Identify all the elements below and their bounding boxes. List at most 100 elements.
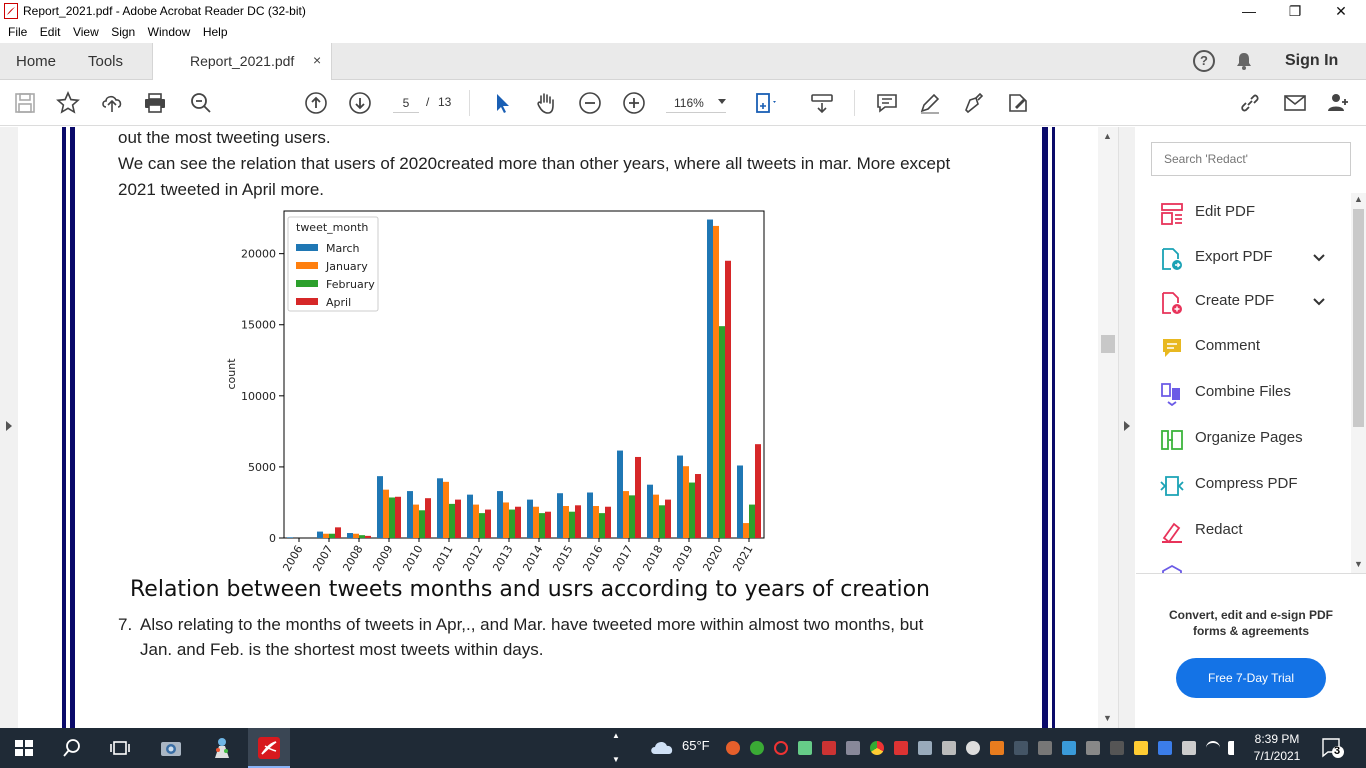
zoom-out-icon[interactable] <box>578 91 602 115</box>
chevron-down-icon[interactable] <box>1312 253 1326 263</box>
acrobat-taskbar-button[interactable] <box>248 728 290 768</box>
page-fit-icon[interactable] <box>754 91 778 115</box>
task-view-icon[interactable] <box>108 736 132 760</box>
bookmark-star-icon[interactable] <box>56 91 80 115</box>
windows-start-icon[interactable] <box>12 736 36 760</box>
notification-bell-icon[interactable] <box>1234 51 1254 71</box>
left-panel-toggle[interactable] <box>0 127 18 728</box>
menu-help[interactable]: Help <box>202 25 228 39</box>
free-trial-button[interactable]: Free 7-Day Trial <box>1176 658 1326 698</box>
volume-icon[interactable] <box>1228 741 1242 755</box>
share-upload-icon[interactable] <box>100 91 124 115</box>
zoom-dropdown[interactable]: 116% <box>666 93 726 113</box>
clock-date[interactable]: 7/1/2021 <box>1253 749 1301 763</box>
save-icon[interactable] <box>13 91 37 115</box>
close-window-button[interactable]: ✕ <box>1335 3 1347 19</box>
tray-app-icon[interactable] <box>1086 741 1100 755</box>
menu-sign[interactable]: Sign <box>111 25 136 39</box>
chart-bar <box>743 523 749 538</box>
scroll-up-icon[interactable]: ▲ <box>1354 194 1363 204</box>
previous-page-icon[interactable] <box>304 91 328 115</box>
tab-tools[interactable]: Tools <box>88 53 124 70</box>
tray-app-icon[interactable] <box>846 741 860 755</box>
fill-sign-icon[interactable] <box>1006 91 1030 115</box>
tool-comment[interactable]: Comment <box>1160 332 1350 362</box>
document-viewer[interactable]: out the most tweeting users. We can see … <box>0 127 1135 728</box>
menu-window[interactable]: Window <box>147 25 191 39</box>
tab-document[interactable]: Report_2021.pdf × <box>152 43 332 81</box>
battery-icon[interactable] <box>1182 741 1196 755</box>
link-icon[interactable] <box>1238 91 1262 115</box>
onedrive-cloud-icon[interactable] <box>966 741 980 755</box>
sign-in-button[interactable]: Sign In <box>1285 52 1339 69</box>
weather-cloud-icon[interactable] <box>650 739 674 755</box>
paint-app-icon[interactable] <box>210 736 234 760</box>
chrome-icon[interactable] <box>870 741 884 755</box>
next-page-icon[interactable] <box>348 91 372 115</box>
opera-icon[interactable] <box>774 741 788 755</box>
close-tab-button[interactable]: × <box>313 52 322 68</box>
tray-app-icon[interactable] <box>918 741 932 755</box>
tray-app-icon[interactable] <box>1038 741 1052 755</box>
tray-app-icon[interactable] <box>942 741 956 755</box>
chevron-down-icon[interactable] <box>1312 297 1326 307</box>
menu-view[interactable]: View <box>72 25 99 39</box>
zoom-search-icon[interactable] <box>189 91 213 115</box>
tray-scroll-down-icon[interactable]: ▼ <box>612 755 620 764</box>
camera-app-icon[interactable] <box>159 736 183 760</box>
tray-check-icon[interactable] <box>750 741 764 755</box>
tool-organize-pages[interactable]: Organize Pages <box>1160 424 1350 454</box>
tray-app-icon[interactable] <box>798 741 812 755</box>
comment-icon[interactable] <box>875 91 899 115</box>
chart-bar <box>617 450 623 538</box>
zoom-in-icon[interactable] <box>622 91 646 115</box>
clock-time[interactable]: 8:39 PM <box>1254 732 1300 746</box>
tool-compress-pdf[interactable]: Compress PDF <box>1160 470 1350 500</box>
tray-app-icon[interactable] <box>822 741 836 755</box>
tool-edit-pdf[interactable]: Edit PDF <box>1160 198 1350 228</box>
scroll-down-icon[interactable]: ▼ <box>1103 713 1112 723</box>
tray-app-icon[interactable] <box>1014 741 1028 755</box>
menu-file[interactable]: File <box>8 25 28 39</box>
scroll-down-icon[interactable]: ▼ <box>1354 559 1363 569</box>
scrollbar-thumb[interactable] <box>1353 209 1364 427</box>
tray-app-icon[interactable] <box>726 741 740 755</box>
scrollbar-thumb[interactable] <box>1101 335 1115 353</box>
search-icon[interactable] <box>60 736 84 760</box>
restore-button[interactable]: ❐ <box>1288 3 1302 19</box>
document-scrollbar[interactable]: ▲ ▼ <box>1098 127 1118 728</box>
hand-tool-icon[interactable] <box>534 91 558 115</box>
weather-temp[interactable]: 65°F <box>682 738 710 753</box>
select-cursor-icon[interactable] <box>490 91 514 115</box>
print-icon[interactable] <box>143 91 167 115</box>
tool-combine-files[interactable]: Combine Files <box>1160 378 1350 408</box>
highlight-pen-icon[interactable] <box>918 91 942 115</box>
tray-app-icon[interactable] <box>990 741 1004 755</box>
tools-pane-scrollbar[interactable]: ▲ ▼ <box>1351 193 1366 573</box>
tray-app-icon[interactable] <box>1062 741 1076 755</box>
email-icon[interactable] <box>1283 91 1307 115</box>
right-panel-toggle[interactable] <box>1118 127 1135 728</box>
wifi-icon[interactable] <box>1206 741 1220 755</box>
bluetooth-icon[interactable] <box>1158 741 1172 755</box>
scroll-mode-icon[interactable] <box>810 91 834 115</box>
help-icon[interactable]: ? <box>1193 50 1215 72</box>
tray-scroll-up-icon[interactable]: ▲ <box>612 731 620 740</box>
tray-app-icon[interactable] <box>894 741 908 755</box>
minimize-button[interactable]: — <box>1242 3 1256 19</box>
page-number-input[interactable] <box>393 93 419 113</box>
chart-bar <box>413 504 419 538</box>
search-tools-input[interactable] <box>1151 142 1351 176</box>
tray-app-icon[interactable] <box>1134 741 1148 755</box>
tool-create-pdf[interactable]: Create PDF <box>1160 287 1350 317</box>
sign-pen-icon[interactable] <box>961 91 985 115</box>
tool-export-pdf[interactable]: Export PDF <box>1160 243 1350 273</box>
menu-edit[interactable]: Edit <box>39 25 61 39</box>
tab-home[interactable]: Home <box>16 53 57 70</box>
scroll-up-icon[interactable]: ▲ <box>1103 131 1112 141</box>
notification-center-icon[interactable] <box>1322 738 1344 758</box>
add-user-icon[interactable] <box>1326 91 1350 115</box>
tray-app-icon[interactable] <box>1110 741 1124 755</box>
tool-redact[interactable]: Redact <box>1160 516 1350 546</box>
windows-taskbar: ▲ ▼ 65°F 8:39 PM 7/1/2021 3 <box>0 728 1366 768</box>
